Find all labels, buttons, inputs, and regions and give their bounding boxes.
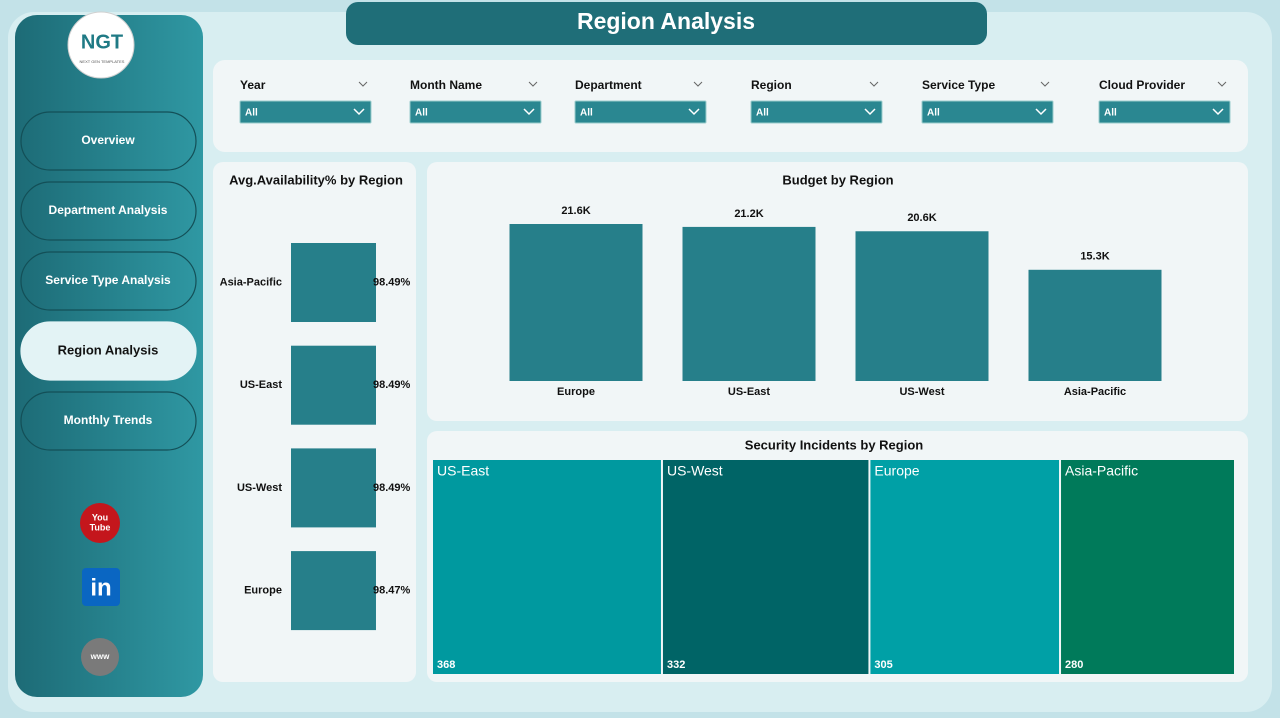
icon-text[interactable]: in — [90, 574, 111, 601]
title-bar — [346, 2, 987, 45]
treemap-tile — [1061, 460, 1234, 674]
filter-label: Year — [240, 78, 266, 92]
value-label: 98.49% — [373, 482, 411, 494]
filter-value[interactable]: All — [415, 108, 428, 119]
category-label: US-East — [728, 386, 771, 398]
dropdown-chevron — [688, 108, 700, 116]
dropdown-chevron — [1212, 108, 1224, 116]
tile-label: Europe — [874, 463, 919, 479]
filter-chevron — [1040, 81, 1050, 87]
filter-chevron — [528, 81, 538, 87]
filter-label: Department — [575, 78, 642, 92]
filter-value[interactable]: All — [756, 108, 769, 119]
tile-value: 305 — [874, 659, 892, 671]
filter-chevron — [1217, 81, 1227, 87]
tile-value: 280 — [1065, 659, 1083, 671]
bar — [509, 224, 643, 381]
value-label: 98.49% — [373, 276, 411, 288]
filter-chevron — [693, 81, 703, 87]
nav-label[interactable]: Department Analysis — [49, 203, 168, 217]
value-label: 98.49% — [373, 379, 411, 391]
category-label: US-West — [237, 482, 282, 494]
filter-value[interactable]: All — [245, 108, 258, 119]
filter-dropdown[interactable] — [239, 100, 372, 124]
chart-title: Security Incidents by Region — [745, 437, 923, 452]
treemap-tile — [662, 460, 869, 674]
tile-value: 332 — [667, 659, 685, 671]
chart-title: Budget by Region — [782, 172, 893, 187]
filter-label: Region — [751, 78, 792, 92]
linkedin-icon[interactable] — [82, 568, 120, 606]
filter-value[interactable]: All — [580, 108, 593, 119]
category-label: US-West — [899, 386, 944, 398]
web-icon[interactable] — [81, 638, 119, 676]
nav-label[interactable]: Monthly Trends — [64, 413, 153, 427]
category-label: Europe — [244, 585, 282, 597]
page-title: Region Analysis — [577, 8, 755, 34]
filter-dropdown[interactable] — [409, 100, 542, 124]
icon-text[interactable]: www — [90, 652, 110, 661]
logo-tagline: NEXT GEN TEMPLATES — [80, 59, 125, 64]
bar — [855, 231, 989, 381]
value-label: 20.6K — [907, 212, 936, 224]
filter-value[interactable]: All — [1104, 108, 1117, 119]
category-label: Asia-Pacific — [220, 276, 282, 288]
tile-label: Asia-Pacific — [1065, 463, 1138, 479]
category-label: US-East — [240, 379, 283, 391]
filter-dropdown[interactable] — [921, 100, 1054, 124]
value-label: 21.2K — [734, 208, 763, 220]
chart-title: Avg.Availability% by Region — [229, 172, 403, 187]
filter-dropdown[interactable] — [1098, 100, 1231, 124]
bar — [291, 345, 376, 425]
logo-text: NGT — [81, 31, 123, 53]
filter-label: Month Name — [410, 78, 482, 92]
tile-label: US-East — [437, 463, 489, 479]
bar — [682, 226, 816, 381]
filter-label: Cloud Provider — [1099, 78, 1185, 92]
youtube-icon[interactable] — [80, 503, 120, 543]
tile-value: 368 — [437, 659, 455, 671]
nav-label[interactable]: Region Analysis — [58, 342, 159, 357]
category-label: Asia-Pacific — [1064, 386, 1126, 398]
nav-button[interactable] — [20, 181, 197, 241]
filter-chevron — [358, 81, 368, 87]
filter-panel — [213, 60, 1248, 152]
bar — [291, 551, 376, 631]
filter-dropdown[interactable] — [574, 100, 707, 124]
dropdown-chevron — [353, 108, 365, 116]
filter-label: Service Type — [922, 78, 995, 92]
dropdown-chevron — [1035, 108, 1047, 116]
filter-value[interactable]: All — [927, 108, 940, 119]
tile-label: US-West — [667, 463, 723, 479]
value-label: 21.6K — [561, 205, 590, 217]
dropdown-chevron — [523, 108, 535, 116]
filter-dropdown[interactable] — [750, 100, 883, 124]
dropdown-chevron — [864, 108, 876, 116]
bar — [1028, 269, 1162, 381]
nav-button[interactable] — [20, 251, 197, 311]
icon-text[interactable]: You — [92, 512, 108, 522]
icon-text[interactable]: Tube — [90, 522, 111, 532]
bar — [291, 243, 376, 322]
nav-label[interactable]: Overview — [81, 133, 135, 147]
bar — [291, 448, 376, 528]
category-label: Europe — [557, 386, 595, 398]
value-label: 98.47% — [373, 585, 411, 597]
logo — [67, 11, 135, 79]
treemap-tile — [433, 460, 661, 674]
nav-button[interactable] — [20, 111, 197, 171]
nav-button[interactable] — [20, 391, 197, 451]
treemap-tile — [870, 460, 1060, 674]
filter-chevron — [869, 81, 879, 87]
value-label: 15.3K — [1080, 251, 1109, 263]
nav-label[interactable]: Service Type Analysis — [45, 273, 171, 287]
nav-button[interactable] — [20, 321, 197, 381]
